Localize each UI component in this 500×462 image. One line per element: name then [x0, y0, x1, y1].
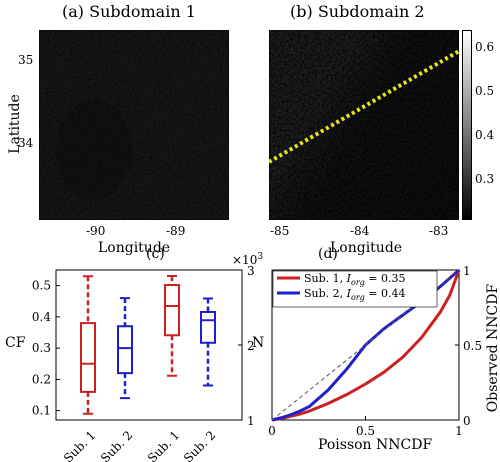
legend-box — [272, 270, 438, 308]
panel-a-xlabel: Longitude — [98, 240, 171, 256]
panel-c-ytick-right: 1 — [247, 414, 255, 428]
panel-c-multiplier-base: ×10 — [232, 253, 258, 267]
box-category-label: Sub. 2 — [181, 428, 218, 462]
panel-b-xlabel: Longitude — [330, 240, 403, 256]
panel-c-ytick-left: 0.4 — [32, 310, 51, 324]
panel-a-title: (a) Subdomain 1 — [62, 2, 196, 21]
box-body — [117, 325, 133, 375]
panel-c-ytick-right: 2 — [247, 339, 255, 353]
panel-b-colorbar — [462, 30, 472, 220]
panel-b-trend-svg — [269, 49, 459, 164]
panel-a-image — [39, 30, 229, 220]
panel-a-ytick-34: 34 — [18, 136, 34, 150]
panel-c-ytick-left: 0.2 — [32, 372, 51, 386]
box-body — [200, 311, 216, 344]
colorbar-tick-0.4: 0.4 — [475, 128, 495, 142]
panel-b-title: (b) Subdomain 2 — [290, 2, 425, 21]
panel-c-title: (c) — [146, 246, 165, 262]
box-category-label: Sub. 1 — [61, 428, 98, 462]
box-category-label: Sub. 2 — [98, 428, 135, 462]
panel-d-xlabel: Poisson NNCDF — [318, 437, 433, 453]
panel-b-trend-line — [269, 49, 459, 164]
panel-c-ytick-right: 3 — [247, 264, 255, 278]
legend-entry: Sub. 2, Iorg = 0.44 — [304, 287, 405, 302]
colorbar-tick-0.5: 0.5 — [475, 84, 495, 98]
panel-a-ytick-35: 35 — [18, 53, 34, 67]
panel-b-xtick-85: -85 — [270, 224, 290, 238]
panel-c-multiplier: ×103 — [232, 252, 263, 267]
panel-b-xtick-83: -83 — [429, 224, 449, 238]
panel-a-xtick-89: -89 — [166, 224, 186, 238]
panel-c-ytick-left: 0.5 — [32, 279, 51, 293]
panel-d-xtick: 0.5 — [356, 424, 375, 437]
panel-c-ytick-left: 0.1 — [32, 404, 51, 418]
box-category-label: Sub. 1 — [145, 428, 182, 462]
colorbar-tick-0.6: 0.6 — [475, 40, 495, 54]
panel-c-ylabel-right: N — [252, 335, 265, 351]
legend-entry: Sub. 1, Iorg = 0.35 — [304, 272, 405, 287]
panel-c-ylabel-left: CF — [5, 335, 26, 351]
panel-d-ytick: 0.5 — [463, 339, 482, 353]
panel-d-xtick: 0 — [268, 424, 276, 437]
colorbar-tick-0.3: 0.3 — [475, 172, 495, 186]
panel-c-multiplier-exp: 3 — [257, 252, 264, 262]
panel-b-xtick-84: -84 — [350, 224, 370, 238]
panel-d-ytick: 1 — [463, 264, 471, 278]
panel-d-xtick: 1 — [455, 424, 463, 437]
panel-d-ytick: 0 — [463, 414, 471, 428]
panel-c-ytick-left: 0.3 — [32, 341, 51, 355]
panel-a-xtick-90: -90 — [86, 224, 106, 238]
panel-d-title: (d) — [318, 246, 338, 262]
panel-b-image — [269, 30, 459, 220]
box-body — [80, 322, 96, 393]
nncdf-line-1 — [271, 269, 461, 422]
box-body — [164, 284, 180, 337]
